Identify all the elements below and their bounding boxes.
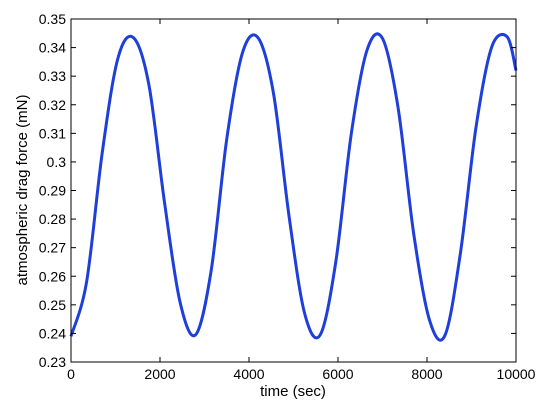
y-axis-ticks: 0.23 0.24 0.25 0.26 0.27 0.28 0.29 0.3 0.31 0.32 0… (39, 11, 516, 370)
x-tick-label: 0 (67, 366, 75, 382)
x-tick-label: 6000 (322, 366, 353, 382)
y-tick-label: 0.25 (39, 297, 66, 313)
plot-area (71, 19, 516, 362)
y-tick-label: 0.34 (39, 40, 66, 56)
y-tick-label: 0.28 (39, 211, 66, 227)
y-tick-label: 0.32 (39, 97, 66, 113)
x-tick-label: 10000 (497, 366, 536, 382)
x-tick-label: 4000 (233, 366, 264, 382)
x-axis-ticks: 0 2000 4000 6000 8000 10000 (67, 19, 536, 382)
y-axis-label: atmospheric drag force (mN) (14, 95, 31, 286)
series-layer (69, 32, 518, 342)
y-tick-label: 0.31 (39, 125, 66, 141)
x-tick-label: 8000 (411, 366, 442, 382)
y-tick-label: 0.33 (39, 68, 66, 84)
y-tick-label: 0.35 (39, 11, 66, 27)
y-tick-label: 0.24 (39, 325, 66, 341)
x-axis-label: time (sec) (260, 383, 326, 400)
y-tick-label: 0.3 (47, 154, 67, 170)
series-line (69, 32, 518, 342)
x-tick-label: 2000 (144, 366, 175, 382)
y-tick-label: 0.23 (39, 354, 66, 370)
y-tick-label: 0.27 (39, 240, 66, 256)
y-tick-label: 0.29 (39, 183, 66, 199)
y-tick-label: 0.26 (39, 268, 66, 284)
